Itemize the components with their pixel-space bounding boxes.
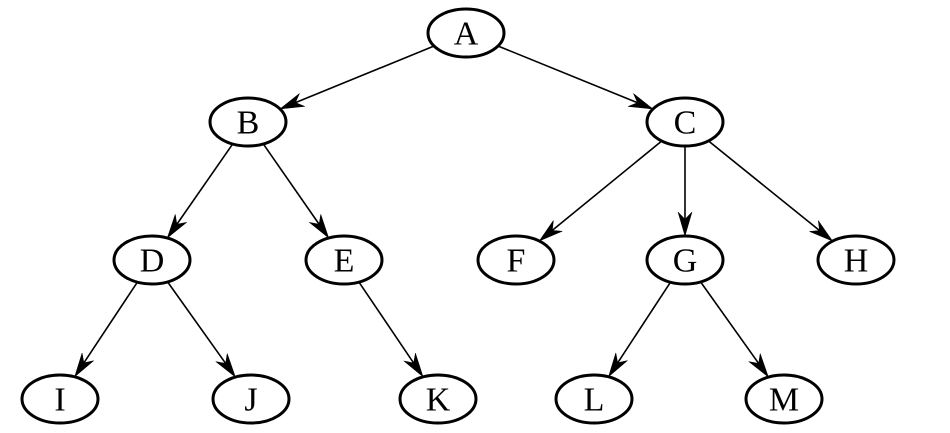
arrowhead [166,214,187,239]
node-label: E [334,243,355,280]
arrowhead [309,214,330,239]
edge-c-g [677,146,693,237]
arrowhead [538,220,563,242]
edge-line [707,140,821,232]
node-ellipse [398,373,478,425]
node-label: A [454,16,479,53]
node-label: K [426,382,451,419]
node-ellipse [476,234,556,286]
edge-e-k [358,281,424,378]
edge-line [699,281,760,364]
edge-line [617,281,672,364]
arrowhead [677,211,693,237]
node-label: G [673,243,698,280]
edge-line [295,45,435,104]
node-m: M [744,373,824,425]
node-i: I [20,373,100,425]
edge-g-l [608,281,672,378]
edge-line [176,143,234,225]
node-b: B [208,96,288,148]
arrowhead [403,353,424,378]
node-ellipse [112,234,192,286]
node-label: C [674,105,697,142]
edge-a-b [279,45,435,110]
node-ellipse [426,7,506,59]
edge-line [83,281,139,364]
node-ellipse [208,96,288,148]
node-label: H [844,243,869,280]
node-ellipse [645,234,725,286]
node-ellipse [211,373,291,425]
edge-c-f [538,140,663,242]
edge-line [262,143,320,225]
node-f: F [476,234,556,286]
node-ellipse [304,234,384,286]
nodes-layer: A B C D E F G H I J K L M [20,7,896,425]
node-e: E [304,234,384,286]
edge-a-c [497,45,654,110]
node-label: D [140,243,165,280]
node-label: L [584,382,605,419]
arrowhead [608,352,628,378]
node-ellipse [645,96,725,148]
arrowhead [74,352,94,378]
node-label: F [507,243,526,280]
node-label: J [244,382,257,419]
node-label: I [54,382,65,419]
edges-layer [74,45,834,378]
edge-line [497,45,638,104]
node-ellipse [554,373,634,425]
edge-b-e [262,143,330,239]
node-l: L [554,373,634,425]
node-g: G [645,234,725,286]
arrowhead [628,93,654,110]
node-a: A [426,7,506,59]
edge-g-m [699,281,769,378]
arrowhead [748,353,769,378]
node-label: B [237,105,260,142]
edge-b-d [166,143,234,239]
edge-line [551,140,663,232]
node-j: J [211,373,291,425]
node-label: M [769,382,799,419]
node-h: H [816,234,896,286]
arrowhead [215,353,236,378]
node-ellipse [744,373,824,425]
edge-d-j [166,281,236,378]
arrowhead [279,93,305,110]
arrowhead [809,220,834,242]
node-ellipse [816,234,896,286]
edge-line [358,281,415,364]
edge-d-i [74,281,139,378]
node-c: C [645,96,725,148]
node-d: D [112,234,192,286]
edge-line [166,281,227,364]
edge-c-h [707,140,834,242]
node-ellipse [20,373,100,425]
node-k: K [398,373,478,425]
